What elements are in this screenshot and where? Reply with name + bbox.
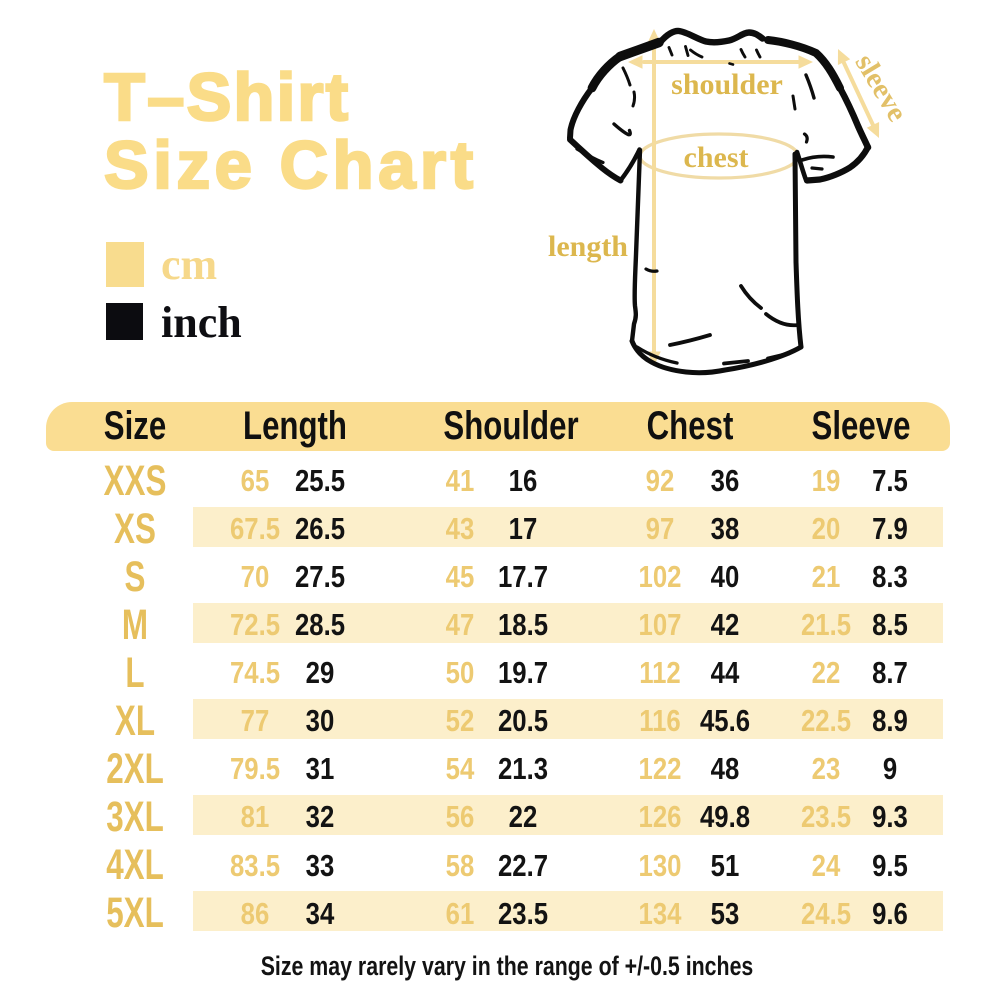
svg-text:length: length (548, 230, 628, 263)
svg-text:sleeve: sleeve (849, 48, 914, 127)
svg-text:shoulder: shoulder (671, 68, 783, 101)
svg-text:chest: chest (684, 141, 749, 174)
